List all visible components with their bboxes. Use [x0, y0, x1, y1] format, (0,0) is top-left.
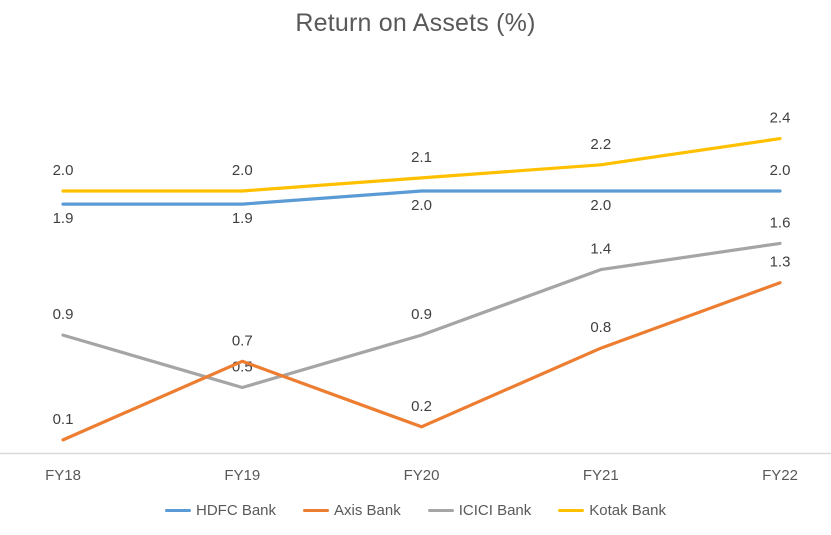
data-label-axis-bank-fy19: 0.7 — [232, 332, 253, 349]
data-label-axis-bank-fy21: 0.8 — [590, 319, 611, 336]
data-label-kotak-bank-fy19: 2.0 — [232, 162, 253, 179]
x-axis-tick-fy19: FY19 — [224, 467, 260, 484]
legend-item-hdfc-bank: HDFC Bank — [165, 502, 276, 519]
data-label-hdfc-bank-fy20: 2.0 — [411, 197, 432, 214]
data-label-kotak-bank-fy20: 2.1 — [411, 149, 432, 166]
data-label-kotak-bank-fy22: 2.4 — [770, 110, 791, 127]
data-label-hdfc-bank-fy22: 2.0 — [770, 162, 791, 179]
chart-title: Return on Assets (%) — [295, 9, 536, 37]
legend-item-icici-bank: ICICI Bank — [427, 502, 532, 519]
data-label-icici-bank-fy22: 1.6 — [770, 214, 791, 231]
data-label-icici-bank-fy21: 1.4 — [590, 241, 611, 258]
series-axis-bank: 0.1 0.7 0.2 0.8 1.3 — [53, 254, 791, 442]
data-label-kotak-bank-fy18: 2.0 — [53, 162, 74, 179]
x-axis-tick-fy21: FY21 — [583, 467, 619, 484]
data-label-axis-bank-fy22: 1.3 — [770, 254, 791, 271]
legend-label-axis-bank: Axis Bank — [334, 502, 401, 519]
legend-marker-icici-bank-line-icon — [427, 508, 454, 513]
data-label-icici-bank-fy18: 0.9 — [53, 306, 74, 323]
x-axis-tick-fy22: FY22 — [762, 467, 798, 484]
data-label-axis-bank-fy18: 0.1 — [53, 411, 74, 428]
series-line-icici-bank — [61, 241, 782, 390]
x-axis-tick-fy18: FY18 — [45, 467, 81, 484]
data-label-icici-bank-fy20: 0.9 — [411, 306, 432, 323]
legend-item-kotak-bank: Kotak Bank — [558, 502, 666, 519]
legend-label-icici-bank: ICICI Bank — [458, 502, 532, 519]
data-label-kotak-bank-fy21: 2.2 — [590, 136, 611, 153]
legend-item-axis-bank: Axis Bank — [303, 502, 401, 519]
legend-label-kotak-bank: Kotak Bank — [589, 502, 666, 519]
series-kotak-bank: 2.0 2.0 2.1 2.2 2.4 — [53, 110, 791, 193]
legend-marker-axis-bank-line-icon — [303, 508, 330, 513]
data-label-hdfc-bank-fy19: 1.9 — [232, 210, 253, 227]
legend-marker-hdfc-bank-line-icon — [165, 508, 191, 513]
data-label-axis-bank-fy20: 0.2 — [411, 398, 432, 415]
series-line-axis-bank — [61, 281, 782, 442]
data-label-hdfc-bank-fy21: 2.0 — [590, 197, 611, 214]
series-line-kotak-bank — [61, 137, 782, 193]
legend-marker-kotak-bank-line-icon — [558, 508, 585, 513]
legend: HDFC Bank Axis Bank ICICI Bank Kotak Bank — [0, 502, 831, 519]
series-icici-bank: 0.90.50.91.41.6 — [53, 214, 791, 390]
x-axis-tick-fy20: FY20 — [404, 467, 440, 484]
data-label-hdfc-bank-fy18: 1.9 — [53, 210, 74, 227]
series-line-hdfc-bank — [61, 189, 782, 206]
series-hdfc-bank: 1.9 1.9 2.0 2.0 2.0 — [53, 162, 791, 227]
legend-label-hdfc-bank: HDFC Bank — [196, 502, 277, 519]
